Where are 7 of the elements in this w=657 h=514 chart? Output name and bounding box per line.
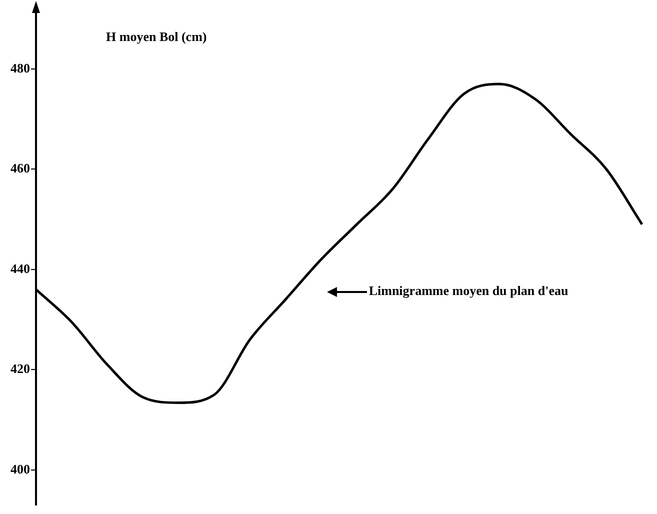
y-axis-title: H moyen Bol (cm)	[106, 28, 207, 45]
y-tick-label: 400	[10, 461, 30, 476]
y-tick-label: 440	[10, 260, 30, 276]
y-tick-label: 480	[10, 60, 30, 76]
annotation: Limnigramme moyen du plan d'eau	[368, 282, 568, 299]
y-tick-label: 460	[10, 160, 30, 176]
y-tick-label: 420	[10, 361, 30, 376]
